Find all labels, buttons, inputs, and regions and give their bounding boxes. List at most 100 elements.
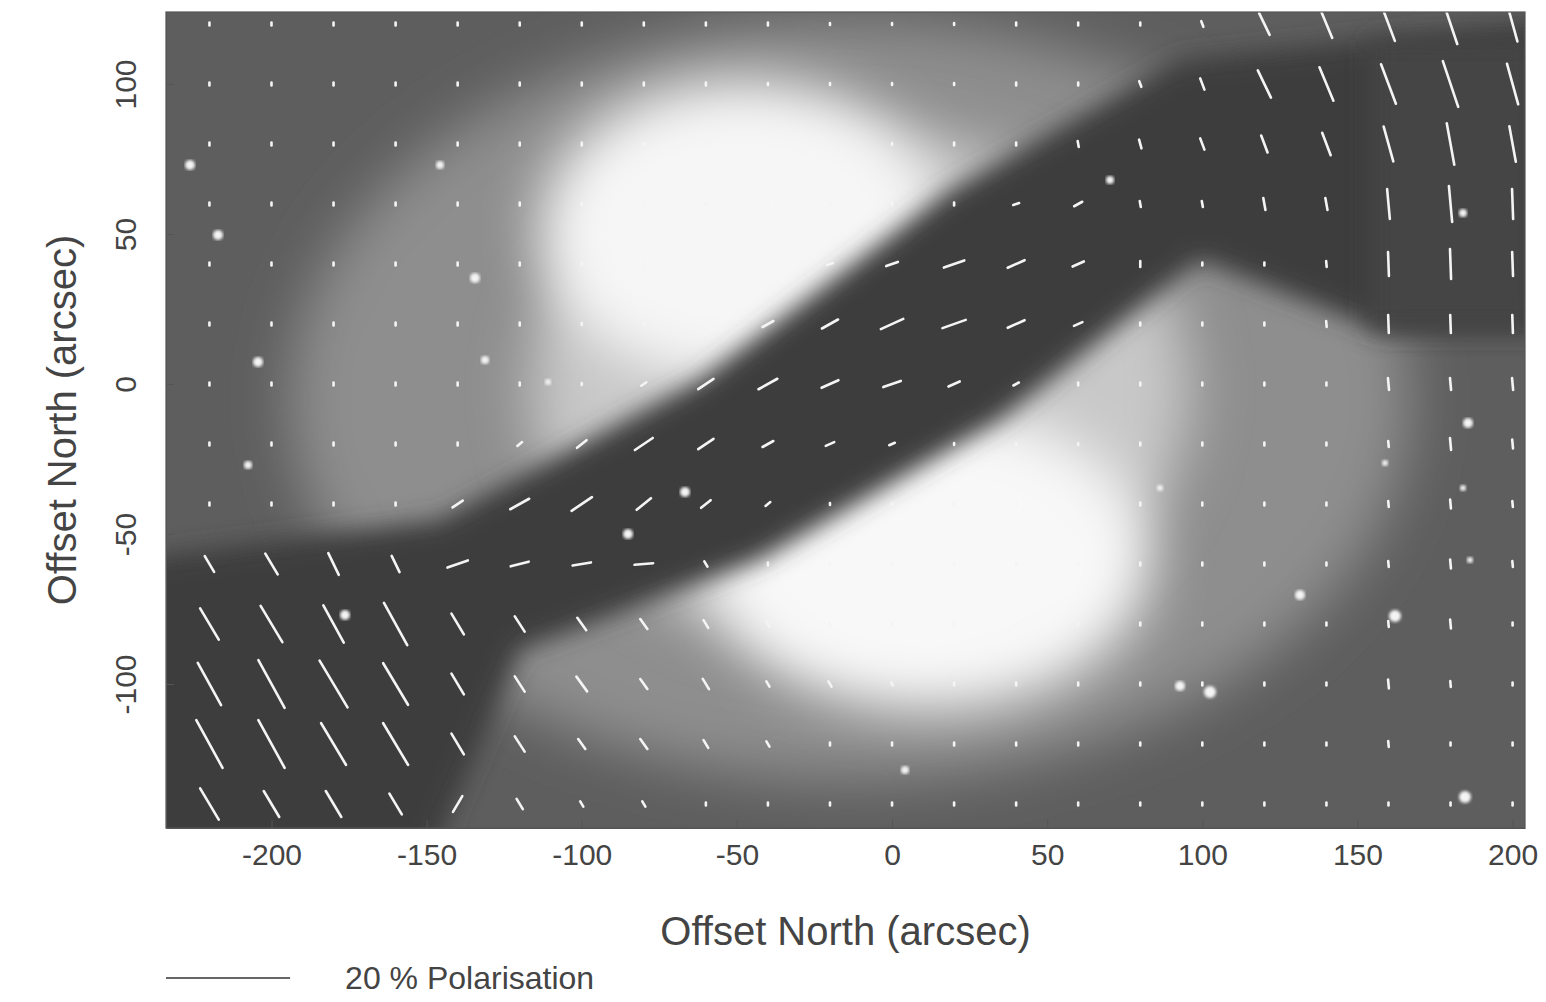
polarisation-vector — [518, 323, 521, 326]
x-tick-label: 200 — [1488, 838, 1538, 871]
polarisation-vector — [580, 323, 583, 325]
polarisation-vector — [1015, 683, 1018, 686]
polarisation-vector — [394, 203, 397, 206]
polarisation-vector — [1015, 83, 1018, 86]
polarisation-vector — [829, 563, 832, 565]
polarisation-vector — [332, 83, 335, 86]
polarisation-vector — [1449, 500, 1452, 509]
star — [244, 461, 252, 469]
polarisation-vector — [1077, 623, 1080, 625]
y-tick-label: 0 — [109, 376, 142, 393]
polarisation-vector — [1388, 378, 1389, 390]
y-tick-mark — [166, 384, 174, 385]
polarisation-vector — [1077, 563, 1080, 565]
x-axis: -200-150-100-50050100150200 — [167, 820, 1539, 871]
x-tick: 150 — [1333, 820, 1383, 871]
polarisation-vector — [1325, 743, 1328, 746]
polarisation-vector — [332, 323, 335, 326]
star — [481, 356, 489, 364]
x-tick-label: 100 — [1178, 838, 1228, 871]
polarisation-vector — [1325, 563, 1328, 566]
polarisation-vector — [891, 743, 894, 746]
polarisation-vector — [196, 720, 222, 768]
polarisation-vector — [1449, 681, 1452, 687]
polarisation-vector — [456, 23, 459, 26]
polarisation-vector — [1139, 323, 1142, 326]
polarisation-vector — [759, 379, 778, 390]
polarisation-vector — [1139, 743, 1142, 746]
polarisation-vector — [1201, 323, 1204, 326]
polarisation-vector — [1447, 123, 1455, 164]
polarisation-vector — [1325, 443, 1328, 446]
dark-region — [1370, 40, 1525, 330]
polarisation-vector — [332, 143, 335, 146]
polarisation-vector — [704, 561, 707, 566]
polarisation-vector — [208, 23, 211, 26]
polarisation-vector — [270, 83, 273, 86]
polarisation-vector — [208, 503, 211, 506]
polarisation-vector — [394, 83, 397, 86]
polarisation-vector — [270, 503, 273, 506]
star — [1459, 791, 1471, 803]
polarisation-vector — [891, 203, 894, 206]
polarisation-vector — [270, 383, 273, 386]
polarisation-vector — [1015, 143, 1018, 146]
polarisation-vector — [511, 562, 529, 567]
polarisation-vector — [1263, 198, 1265, 210]
polarisation-vector — [1201, 21, 1203, 27]
polarisation-vector — [891, 23, 894, 25]
polarisation-vector — [826, 442, 834, 446]
polarisation-vector — [1511, 561, 1514, 567]
polarisation-vector — [383, 723, 408, 765]
polarisation-vector — [453, 501, 463, 508]
polarisation-vector — [763, 321, 774, 327]
polarisation-vector — [705, 263, 708, 265]
polarisation-vector — [1200, 78, 1204, 89]
polarisation-vector — [1507, 64, 1518, 105]
x-tick: 200 — [1488, 820, 1538, 871]
polarisation-vector — [1077, 803, 1080, 806]
polarisation-vector — [891, 623, 893, 626]
y-axis: -100-50050100 — [109, 13, 174, 829]
polarisation-vector — [332, 503, 335, 506]
polarisation-vector — [1201, 563, 1204, 566]
star — [470, 273, 480, 283]
star — [1106, 176, 1114, 184]
polarisation-vector — [264, 791, 280, 817]
polarisation-vector — [944, 260, 964, 267]
polarisation-vector — [320, 661, 348, 708]
polarisation-vector — [1387, 252, 1390, 276]
polarisation-vector — [829, 23, 832, 25]
polarisation-vector — [580, 263, 583, 265]
polarisation-vector — [270, 23, 273, 26]
x-tick-mark — [271, 820, 272, 828]
polarisation-vector — [323, 605, 343, 642]
polarisation-vector — [451, 734, 463, 755]
star — [340, 610, 350, 620]
polarisation-vector — [705, 23, 708, 26]
polarisation-vector — [637, 498, 651, 510]
polarisation-vector — [518, 23, 521, 26]
star — [185, 160, 195, 170]
polarisation-vector — [1073, 261, 1084, 266]
polarisation-vector — [1511, 803, 1514, 806]
polarisation-vector — [829, 503, 832, 505]
polarisation-vector — [1511, 501, 1514, 507]
x-tick-mark — [892, 820, 893, 828]
polarisation-vector — [1201, 683, 1204, 686]
polarisation-vector — [1015, 443, 1018, 445]
x-tick-label: 0 — [884, 838, 901, 871]
polarisation-vector — [1263, 683, 1266, 686]
polarisation-vector — [332, 23, 335, 26]
polarisation-vector — [953, 683, 956, 686]
polarisation-vector — [641, 382, 646, 385]
polarisation-vector — [1078, 141, 1079, 147]
polarisation-vector — [635, 438, 653, 450]
polarisation-vector — [1449, 186, 1452, 222]
polarisation-vector — [208, 143, 211, 146]
polarisation-vector — [1140, 201, 1141, 207]
y-tick-mark — [166, 534, 174, 535]
polarisation-vector — [953, 143, 956, 146]
polarisation-vector — [891, 83, 894, 85]
x-tick: -200 — [242, 820, 302, 871]
